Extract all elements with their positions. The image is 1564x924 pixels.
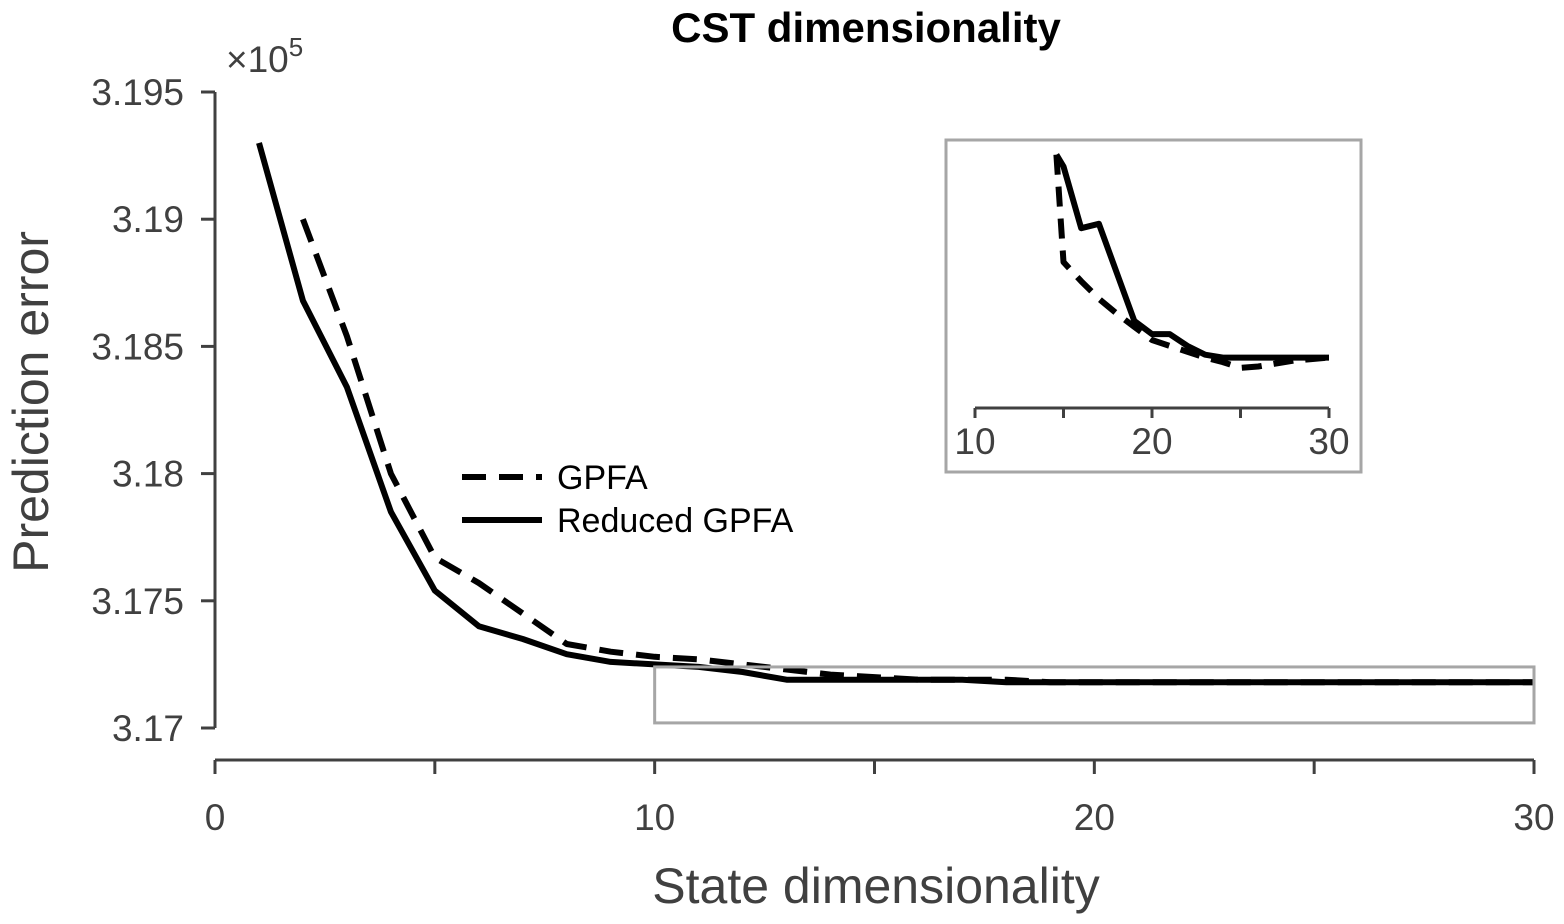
inset-x-tick-label: 20: [1131, 421, 1172, 462]
y-tick-label: 3.17: [112, 708, 184, 749]
legend-label-reduced-gpfa: Reduced GPFA: [557, 502, 794, 540]
series-line-reduced-gpfa: [256, 142, 1534, 686]
legend-label-gpfa: GPFA: [557, 459, 648, 497]
inset-series-line-reduced-gpfa: [1053, 153, 1329, 361]
y-multiplier-label: ×105: [226, 32, 303, 80]
y-axis-label: Prediction error: [3, 231, 59, 573]
main-plot-lines: [256, 142, 1534, 686]
series-line-gpfa: [300, 218, 1534, 686]
chart-title: CST dimensionality: [671, 4, 1061, 51]
y-tick-label: 3.195: [91, 72, 184, 113]
inset-x-tick-label: 30: [1308, 421, 1349, 462]
x-tick-label: 0: [205, 797, 226, 838]
y-tick-label: 3.185: [91, 326, 184, 367]
y-axis: 3.17 3.175 3.18 3.185 3.19 3.195: [91, 72, 217, 749]
x-axis-label: State dimensionality: [652, 858, 1099, 914]
zoom-box-group: [653, 665, 1536, 725]
y-multiplier-exponent: 5: [289, 32, 303, 62]
y-tick-label: 3.19: [112, 199, 184, 240]
y-tick-label: 3.18: [112, 454, 184, 495]
x-tick-label: 30: [1513, 797, 1554, 838]
x-tick-label: 10: [634, 797, 675, 838]
inset-chart: 10 20 30: [944, 138, 1363, 474]
inset-x-axis: 10 20 30: [954, 406, 1350, 462]
inset-plot-lines: [1053, 153, 1330, 371]
x-tick-label: 20: [1074, 797, 1115, 838]
y-tick-label: 3.175: [91, 581, 184, 622]
legend: GPFA Reduced GPFA: [462, 459, 794, 540]
y-multiplier-base: ×10: [226, 39, 289, 80]
x-axis: 0 10 20 30: [205, 758, 1555, 838]
zoom-box: [653, 665, 1536, 725]
inset-series-line-gpfa: [1053, 154, 1330, 371]
inset-x-tick-label: 10: [954, 421, 995, 462]
